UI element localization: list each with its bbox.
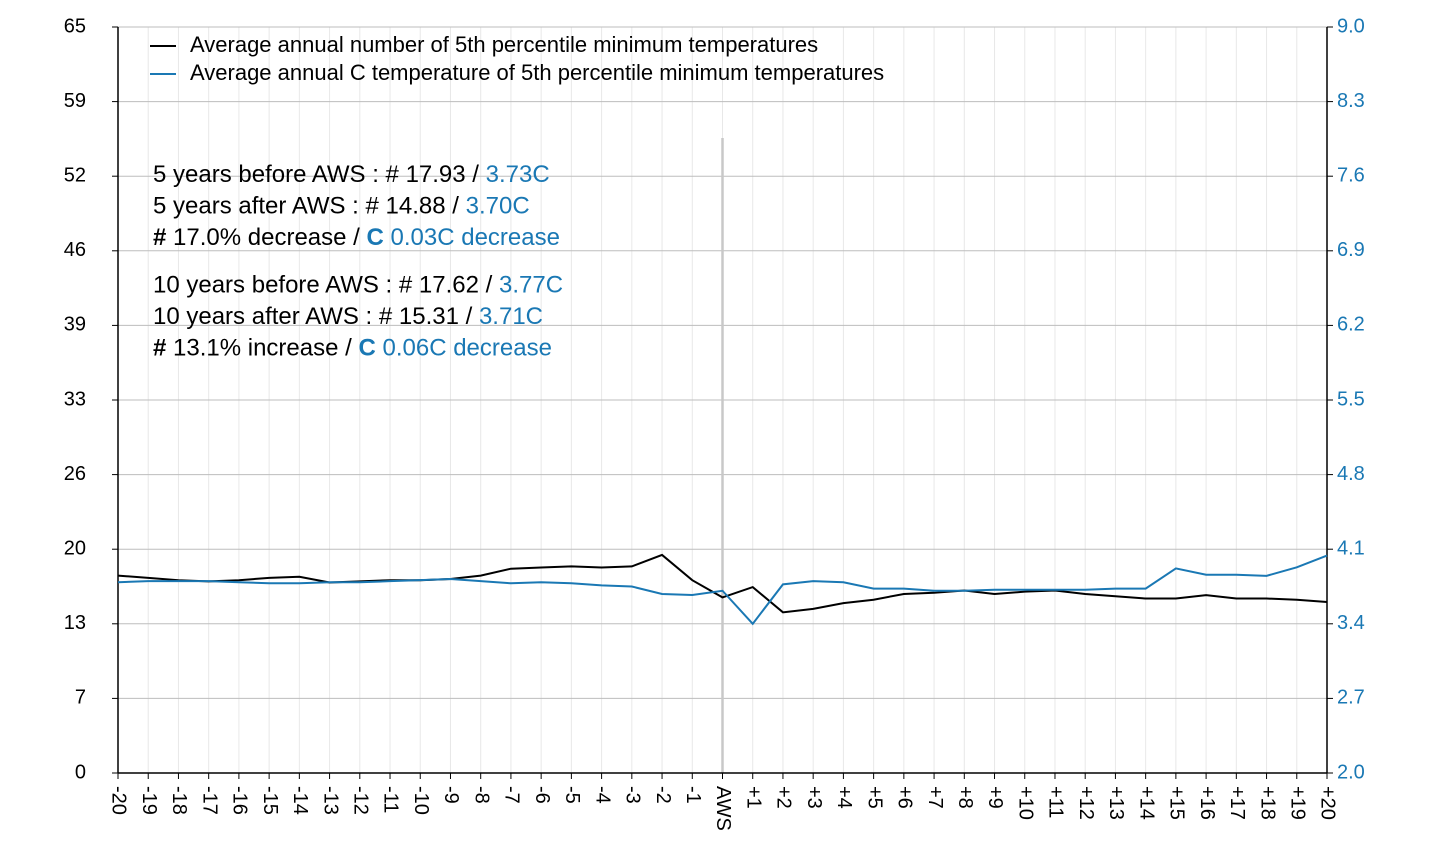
x-tick-label: -16	[229, 786, 251, 815]
annotation-part: 13.1% increase /	[173, 335, 352, 362]
x-tick-label: +17	[1226, 786, 1248, 820]
x-tick-label: -20	[108, 786, 130, 815]
x-tick-label: +8	[954, 786, 976, 809]
x-tick-label: -17	[198, 786, 220, 815]
x-tick-label: +16	[1196, 786, 1218, 820]
x-tick-label: +12	[1075, 786, 1097, 820]
y-tick-label: 59	[64, 90, 86, 112]
annotation-part: 3.71C	[479, 303, 543, 330]
y-tick-label: 33	[64, 388, 86, 410]
x-tick-label: +1	[742, 786, 764, 809]
y-tick-label: 26	[64, 463, 86, 485]
y-tick-label: 52	[64, 164, 86, 186]
annotation: 5 years after AWS : # 14.88 / 3.70C	[153, 193, 530, 220]
y-tick-label: 7	[75, 687, 86, 709]
y2-tick-label: 7.6	[1337, 164, 1365, 186]
annotation: 10 years after AWS : # 15.31 / 3.71C	[153, 303, 543, 330]
y2-tick-label: 2.7	[1337, 687, 1365, 709]
y-tick-label: 39	[64, 314, 86, 336]
y2-tick-label: 6.9	[1337, 239, 1365, 261]
y2-tick-label: 9.0	[1337, 15, 1365, 37]
annotation-part: 3.77C	[499, 272, 563, 299]
x-tick-label: +7	[924, 786, 946, 809]
x-tick-label: +4	[833, 786, 855, 809]
x-tick-label: -3	[622, 786, 644, 804]
y2-tick-label: 6.2	[1337, 314, 1365, 336]
x-tick-label: +6	[894, 786, 916, 809]
x-tick-label: +3	[803, 786, 825, 809]
annotation-part: #	[153, 335, 166, 362]
y2-tick-label: 2.0	[1337, 761, 1365, 783]
x-tick-label: +5	[863, 786, 885, 809]
x-tick-label: -11	[380, 786, 402, 813]
y2-tick-label: 4.1	[1337, 537, 1365, 559]
annotation-part: C	[358, 335, 375, 362]
x-tick-label: -6	[531, 786, 553, 804]
x-tick-label: -8	[470, 786, 492, 804]
x-tick-label: -2	[652, 786, 674, 804]
annotation: 10 years before AWS : # 17.62 / 3.77C	[153, 272, 563, 299]
x-tick-label: -18	[168, 786, 190, 815]
annotation-part: C	[367, 224, 384, 251]
y-tick-label: 65	[64, 15, 86, 37]
x-tick-label: -14	[289, 786, 311, 815]
annotation-part: 5 years before AWS : # 17.93 /	[153, 161, 479, 188]
annotation-part: 3.70C	[466, 193, 530, 220]
annotation-part: 0.03C decrease	[391, 224, 560, 251]
x-tick-label: -9	[440, 786, 462, 804]
x-tick-label: +2	[773, 786, 795, 809]
x-tick-label: +15	[1166, 786, 1188, 820]
annotation-part: 0.06C decrease	[383, 335, 552, 362]
x-tick-label: -15	[259, 786, 281, 815]
annotation: # 17.0% decrease / C 0.03C decrease	[153, 224, 560, 251]
annotation-part: 10 years after AWS : # 15.31 /	[153, 303, 473, 330]
y2-tick-label: 4.8	[1337, 463, 1365, 485]
y-tick-label: 13	[64, 612, 86, 634]
x-tick-label: -13	[319, 786, 341, 815]
series-line	[117, 554, 1328, 626]
annotation-part: 10 years before AWS : # 17.62 /	[153, 272, 493, 299]
x-tick-label: -5	[561, 786, 583, 804]
annotation-part: 17.0% decrease /	[173, 224, 360, 251]
x-tick-label: -12	[350, 786, 372, 815]
annotation-part: 3.73C	[486, 161, 550, 188]
x-tick-label: -7	[501, 786, 523, 804]
x-tick-label: AWS	[712, 786, 734, 831]
x-tick-label: +10	[1014, 786, 1036, 820]
annotation-part: 5 years after AWS : # 14.88 /	[153, 193, 459, 220]
x-tick-label: +11	[1045, 786, 1067, 818]
x-tick-label: -10	[410, 786, 432, 815]
y2-tick-label: 8.3	[1337, 90, 1365, 112]
x-tick-label: +19	[1286, 786, 1308, 820]
y2-tick-label: 5.5	[1337, 388, 1365, 410]
y-tick-label: 20	[64, 537, 86, 559]
legend-label: Average annual number of 5th percentile …	[190, 32, 818, 57]
series-line	[117, 553, 1328, 614]
y2-tick-label: 3.4	[1337, 612, 1365, 634]
x-tick-label: +9	[984, 786, 1006, 809]
x-tick-label: +13	[1105, 786, 1127, 820]
legend-label: Average annual C temperature of 5th perc…	[190, 60, 884, 85]
x-tick-label: +20	[1317, 786, 1339, 820]
x-tick-label: -19	[138, 786, 160, 815]
annotation: # 13.1% increase / C 0.06C decrease	[153, 335, 552, 362]
x-tick-label: +18	[1256, 786, 1278, 820]
annotation-part: #	[153, 224, 166, 251]
x-tick-label: -1	[682, 786, 704, 804]
y-tick-label: 0	[75, 761, 86, 783]
x-tick-label: +14	[1135, 786, 1157, 820]
annotation: 5 years before AWS : # 17.93 / 3.73C	[153, 161, 550, 188]
y-tick-label: 46	[64, 239, 86, 261]
x-tick-label: -4	[591, 786, 613, 804]
